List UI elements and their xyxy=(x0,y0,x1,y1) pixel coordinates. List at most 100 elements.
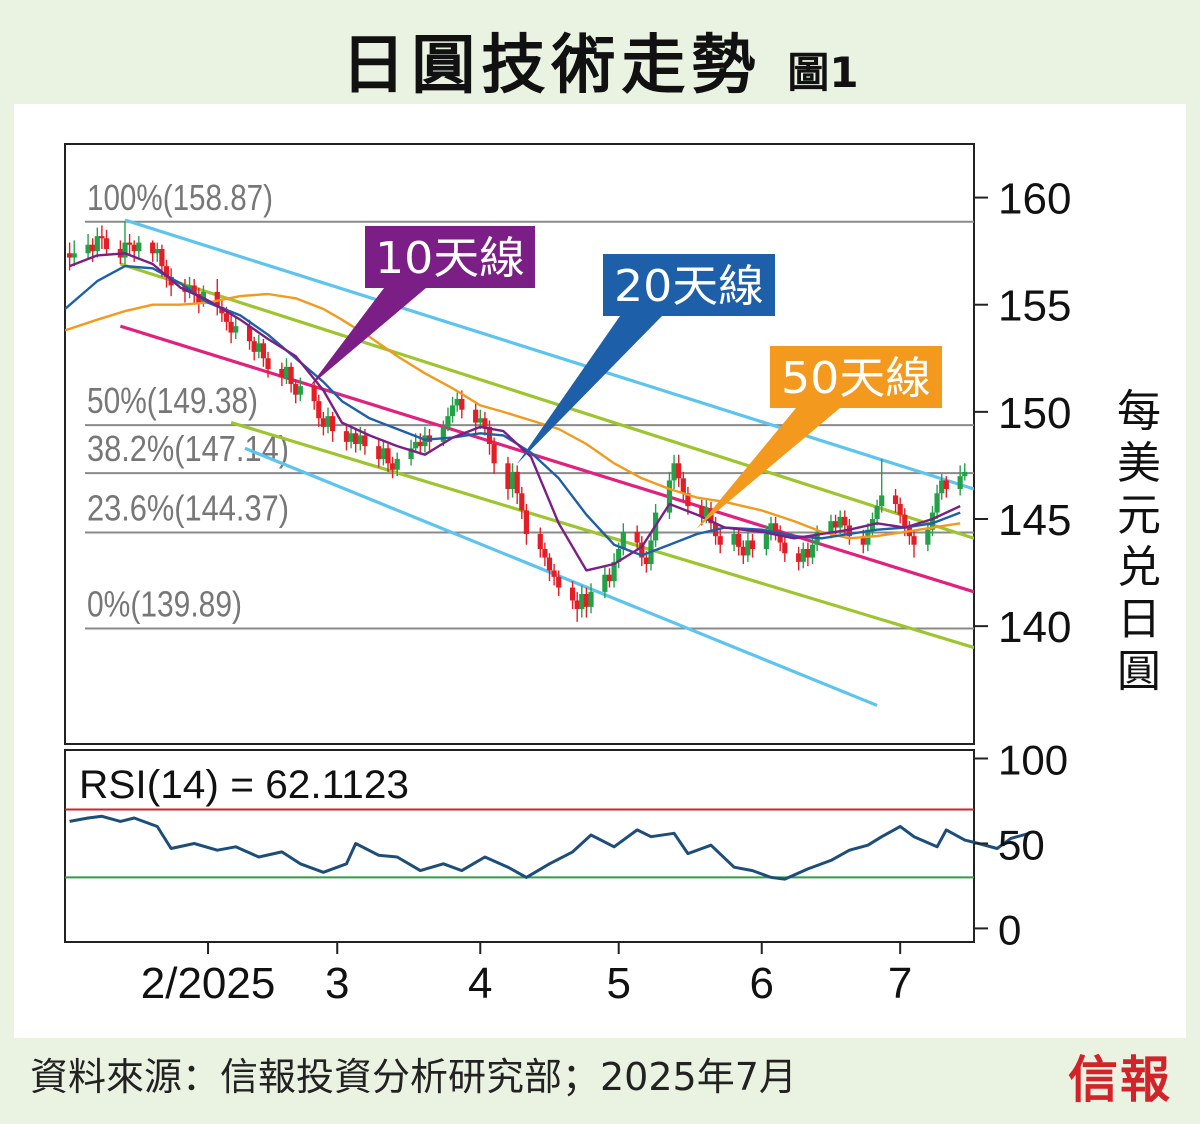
candle-body xyxy=(740,546,746,556)
candle-body xyxy=(809,544,816,558)
candle-body xyxy=(293,384,299,395)
candle-body xyxy=(343,431,350,442)
price-y-tick-label: 155 xyxy=(998,282,1071,331)
candle-body xyxy=(449,405,456,417)
candle-body xyxy=(191,285,197,294)
candle-body xyxy=(731,534,737,545)
candle-body xyxy=(879,495,885,507)
candle-body xyxy=(380,448,386,459)
candle-body xyxy=(154,249,160,254)
candle-body xyxy=(85,244,91,254)
candle-body xyxy=(569,587,576,601)
ma-callout-label: 10天線 xyxy=(375,233,525,284)
candle-body xyxy=(772,523,779,532)
candle-body xyxy=(763,534,769,549)
candle-body xyxy=(929,512,936,530)
trend-channel-line xyxy=(119,324,974,594)
candle-body xyxy=(233,326,239,333)
candle-body xyxy=(611,561,617,582)
candle-body xyxy=(99,236,105,239)
price-plot-area: 100%(158.87) 50%(149.38) 38.2%(147.14) 23.6… xyxy=(65,177,974,707)
candle-body xyxy=(768,523,774,534)
candle-body xyxy=(546,557,553,571)
candle-body xyxy=(805,549,811,558)
candle-body xyxy=(606,574,613,582)
candle-body xyxy=(680,478,686,494)
candle-body xyxy=(385,448,391,464)
candle-body xyxy=(639,542,645,558)
candle-body xyxy=(330,416,336,432)
candle-body xyxy=(103,238,110,249)
candle-body xyxy=(71,253,77,258)
candle-body xyxy=(394,459,400,470)
candle-body xyxy=(796,553,802,562)
candle-body xyxy=(362,435,368,447)
fib-label: 38.2%(147.14) xyxy=(87,428,289,469)
candle-body xyxy=(602,574,608,592)
candle-body xyxy=(408,448,414,459)
price-y-tick-label: 140 xyxy=(998,603,1071,652)
candle-body xyxy=(782,542,788,554)
candle-body xyxy=(131,244,137,252)
candle-body xyxy=(957,476,963,489)
chart-panel: 100%(158.87) 50%(149.38) 38.2%(147.14) 23.6… xyxy=(14,104,1186,1038)
candle-body xyxy=(417,441,423,447)
rsi-line xyxy=(69,814,1030,881)
candle-body xyxy=(316,401,322,419)
candle-body xyxy=(703,508,709,517)
ma-callout-pointer xyxy=(517,316,662,464)
candle-body xyxy=(736,534,742,547)
rsi-plot-frame xyxy=(64,749,975,943)
candle-body xyxy=(745,540,751,556)
candle-body xyxy=(523,510,530,534)
candle-body xyxy=(874,506,880,519)
candle-body xyxy=(676,463,682,479)
candle-body xyxy=(283,366,290,378)
candle-body xyxy=(159,249,165,267)
candle-body xyxy=(717,536,723,545)
x-tick-label: 6 xyxy=(750,959,774,1008)
candle-body xyxy=(228,321,234,333)
candle-body xyxy=(583,594,590,607)
candle-body xyxy=(265,358,271,369)
fib-label: 50%(149.38) xyxy=(87,380,258,421)
candle-body xyxy=(67,253,73,258)
ma-callout-box xyxy=(365,226,535,288)
candle-body xyxy=(902,514,908,528)
candle-body xyxy=(196,294,202,303)
candle-body xyxy=(925,529,931,545)
x-tick-label: 5 xyxy=(606,959,630,1008)
price-plot-frame xyxy=(64,143,975,745)
candle-body xyxy=(348,433,354,442)
candle-body xyxy=(699,506,705,517)
candle-body xyxy=(390,463,396,470)
x-tick-label: 7 xyxy=(888,959,912,1008)
candle-body xyxy=(749,540,756,549)
candle-body xyxy=(320,418,326,427)
candle-body xyxy=(311,386,317,402)
candle-body xyxy=(445,416,451,427)
ma-callout-box xyxy=(603,254,775,316)
candle-body xyxy=(934,493,940,513)
rsi-title: RSI(14) = 62.1123 xyxy=(79,763,409,807)
candle-body xyxy=(777,531,783,543)
candle-body xyxy=(574,600,580,609)
ma-callout-label: 50天線 xyxy=(781,353,931,404)
candle-body xyxy=(288,366,294,384)
rsi-y-tick-label: 50 xyxy=(998,821,1045,868)
y-axis-label: 每美元兑日圓 xyxy=(1117,386,1161,697)
candle-body xyxy=(897,504,903,515)
candle-body xyxy=(477,418,483,423)
figure-label: 圖1 xyxy=(787,48,859,97)
candle-body xyxy=(666,480,673,513)
chart-title-block: 日圓技術走勢 圖1 xyxy=(0,14,1200,106)
candle-body xyxy=(94,236,100,252)
ma10-line xyxy=(69,252,961,572)
candle-body xyxy=(620,531,626,549)
price-y-tick-label: 150 xyxy=(998,389,1071,438)
candle-body xyxy=(122,242,128,258)
candle-body xyxy=(685,493,691,507)
candle-body xyxy=(357,435,363,444)
candle-body xyxy=(90,244,96,252)
candle-body xyxy=(150,242,156,254)
